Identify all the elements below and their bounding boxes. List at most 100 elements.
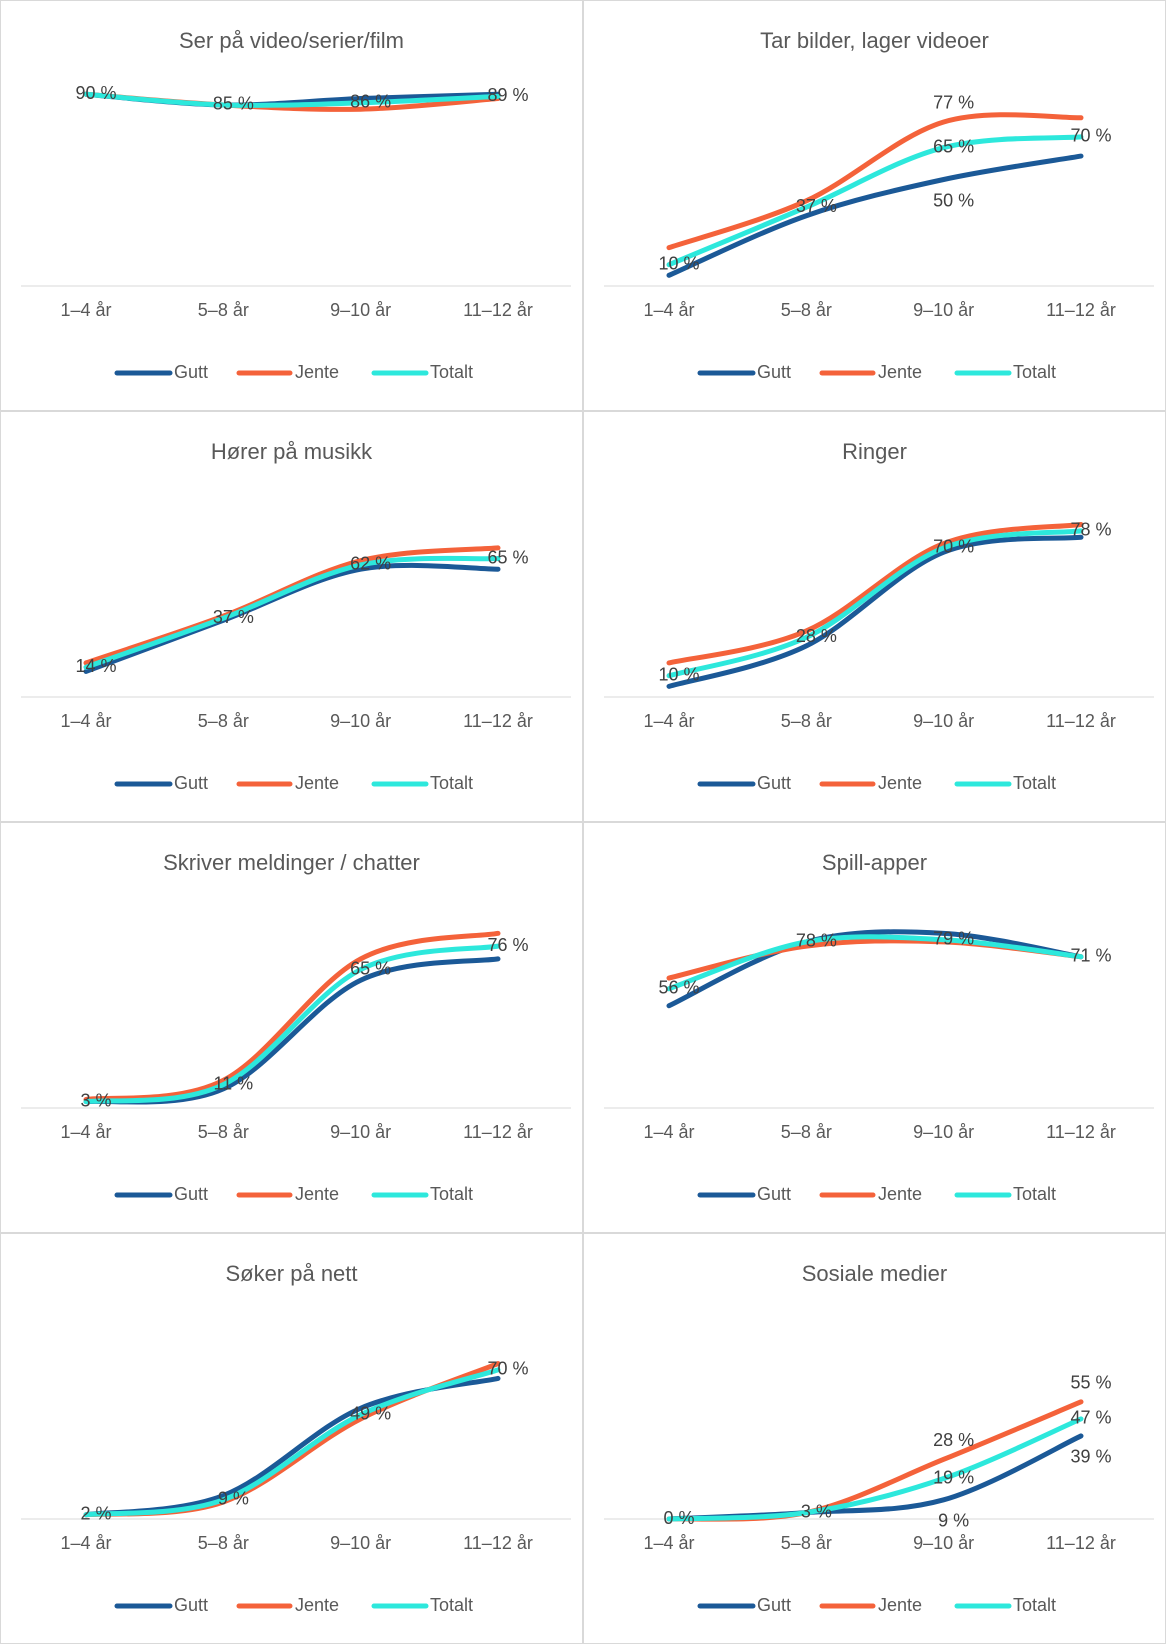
chart-panel: Ser på video/serier/film 1–4 år 5–8 år 9–10… (0, 0, 583, 411)
panel-border (0, 411, 583, 822)
chart-title: Spill-apper (822, 850, 927, 875)
data-label: 14 % (75, 656, 116, 676)
panel-border (583, 0, 1166, 411)
data-label: 71 % (1070, 946, 1111, 966)
data-label: 76 % (487, 935, 528, 955)
chart-title: Søker på nett (225, 1261, 357, 1286)
chart-title: Hører på musikk (211, 439, 373, 464)
data-label: 3 % (80, 1090, 111, 1110)
data-label: 77 % (933, 93, 974, 113)
x-tick-label: 5–8 år (198, 1122, 249, 1142)
legend-label: Gutt (757, 773, 791, 793)
x-tick-label: 9–10 år (330, 300, 391, 320)
x-tick-label: 1–4 år (60, 1533, 111, 1553)
x-tick-label: 1–4 år (60, 1122, 111, 1142)
data-label: 70 % (1070, 126, 1111, 146)
data-label: 2 % (80, 1503, 111, 1523)
chart-title: Ringer (842, 439, 907, 464)
panel-border (583, 822, 1166, 1233)
panel-border (0, 0, 583, 411)
x-tick-label: 9–10 år (913, 1533, 974, 1553)
x-tick-label: 9–10 år (330, 1122, 391, 1142)
series-line (666, 534, 1084, 689)
series-line (83, 943, 501, 1105)
x-tick-label: 5–8 år (781, 300, 832, 320)
x-tick-label: 5–8 år (198, 1533, 249, 1553)
data-label: 28 % (796, 626, 837, 646)
data-label: 49 % (350, 1403, 391, 1423)
series-line (666, 134, 1084, 268)
data-label: 65 % (487, 547, 528, 567)
chart-title: Skriver meldinger / chatter (163, 850, 420, 875)
x-tick-label: 1–4 år (60, 711, 111, 731)
x-tick-label: 9–10 år (913, 711, 974, 731)
panel-border (0, 822, 583, 1233)
data-label: 65 % (933, 136, 974, 156)
legend-label: Totalt (430, 1595, 473, 1615)
data-label: 39 % (1070, 1447, 1111, 1467)
x-tick-label: 1–4 år (643, 711, 694, 731)
x-tick-label: 5–8 år (781, 1533, 832, 1553)
series-line (83, 930, 501, 1102)
x-tick-label: 1–4 år (60, 300, 111, 320)
x-tick-label: 11–12 år (1046, 300, 1116, 320)
series-line (666, 153, 1084, 278)
x-tick-label: 9–10 år (913, 1122, 974, 1142)
series-line (666, 112, 1084, 251)
data-label: 37 % (796, 196, 837, 216)
legend-label: Jente (295, 1184, 339, 1204)
chart-panel: Tar bilder, lager videoer 1–4 år 5–8 år 9–1… (583, 0, 1166, 411)
x-tick-label: 11–12 år (463, 1122, 533, 1142)
chart-panel: Ringer 1–4 år 5–8 år 9–10 år 11–12 år Gutt Jen… (583, 411, 1166, 822)
series-line (666, 929, 1084, 1009)
series-line (666, 528, 1084, 679)
legend-label: Totalt (1013, 1595, 1056, 1615)
x-tick-label: 1–4 år (643, 1533, 694, 1553)
legend-label: Totalt (1013, 362, 1056, 382)
x-tick-label: 9–10 år (913, 300, 974, 320)
chart-panel: Skriver meldinger / chatter 1–4 år 5–8 år 9… (0, 822, 583, 1233)
legend-label: Gutt (174, 362, 208, 382)
data-label: 0 % (663, 1508, 694, 1528)
legend-label: Gutt (757, 362, 791, 382)
series-line (666, 934, 1084, 992)
data-label: 70 % (933, 537, 974, 557)
chart-title: Ser på video/serier/film (179, 28, 404, 53)
data-label: 50 % (933, 190, 974, 210)
x-tick-label: 9–10 år (330, 1533, 391, 1553)
legend-label: Gutt (174, 773, 208, 793)
x-tick-label: 9–10 år (330, 711, 391, 731)
legend-label: Jente (878, 362, 922, 382)
series-line (83, 1367, 501, 1518)
chart-title: Sosiale medier (802, 1261, 948, 1286)
data-label: 79 % (933, 928, 974, 948)
data-label: 55 % (1070, 1373, 1111, 1393)
x-tick-label: 5–8 år (198, 300, 249, 320)
x-tick-label: 11–12 år (1046, 1533, 1116, 1553)
data-label: 3 % (801, 1501, 832, 1521)
panel-border (583, 411, 1166, 822)
data-label: 86 % (350, 92, 391, 112)
legend-label: Gutt (174, 1184, 208, 1204)
series-line (666, 1399, 1084, 1522)
legend-label: Totalt (430, 1184, 473, 1204)
legend-label: Jente (295, 362, 339, 382)
legend-label: Gutt (757, 1184, 791, 1204)
data-label: 9 % (218, 1489, 249, 1509)
legend-label: Jente (878, 1595, 922, 1615)
data-label: 10 % (658, 253, 699, 273)
legend-label: Gutt (174, 1595, 208, 1615)
x-tick-label: 5–8 år (781, 1122, 832, 1142)
data-label: 78 % (796, 931, 837, 951)
data-label: 19 % (933, 1467, 974, 1487)
chart-panel: Søker på nett 1–4 år 5–8 år 9–10 år 11–12 år… (0, 1233, 583, 1644)
panel-border (0, 1233, 583, 1644)
series-line (666, 1416, 1084, 1522)
series-line (83, 1375, 501, 1518)
series-line (666, 521, 1084, 666)
data-label: 65 % (350, 958, 391, 978)
chart-panel: Sosiale medier 1–4 år 5–8 år 9–10 år 11–12 å… (583, 1233, 1166, 1644)
chart-panel: Spill-apper 1–4 år 5–8 år 9–10 år 11–12 år Gu… (583, 822, 1166, 1233)
legend-label: Jente (878, 773, 922, 793)
